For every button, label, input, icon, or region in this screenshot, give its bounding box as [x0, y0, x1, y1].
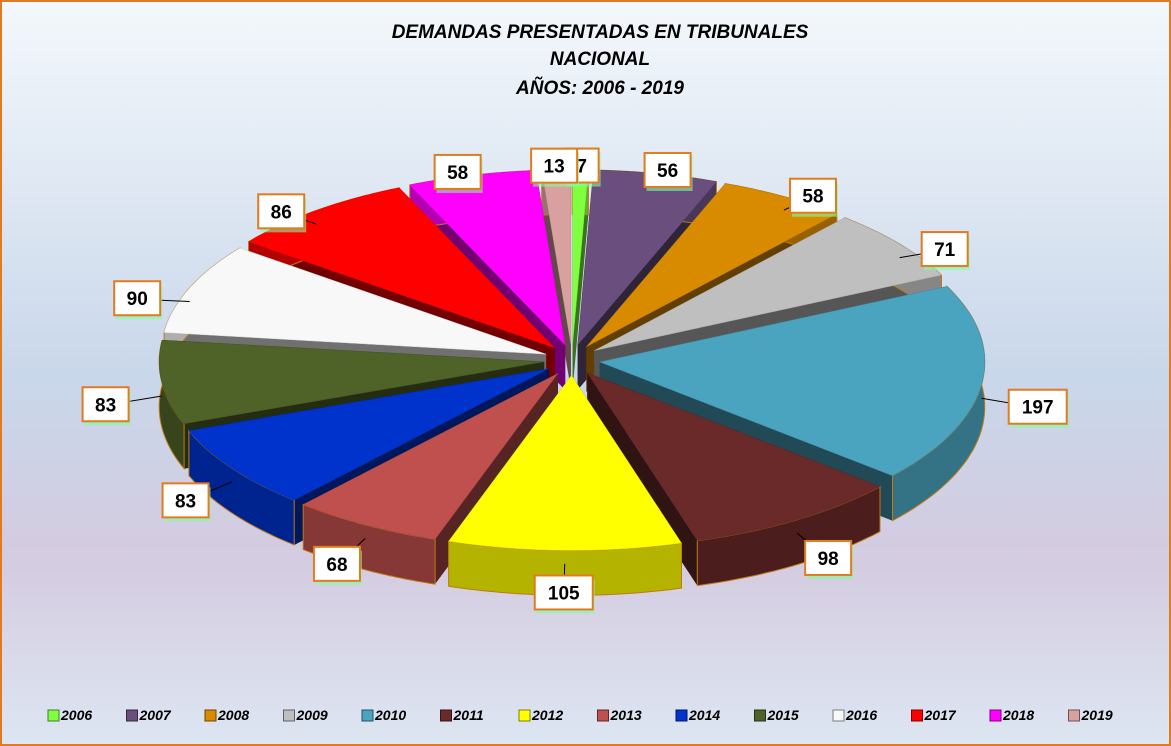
data-label: 197	[1022, 398, 1054, 419]
label-box	[81, 386, 130, 423]
chart-title: NACIONAL	[550, 49, 650, 70]
slice	[586, 372, 881, 541]
data-label: 83	[175, 491, 196, 512]
legend-label: 2018	[1002, 707, 1034, 723]
legend-swatch	[361, 709, 374, 722]
pie	[158, 169, 986, 596]
legend-swatch	[1068, 709, 1080, 722]
data-label: 58	[802, 187, 823, 208]
label-box	[530, 147, 579, 184]
legend-label: 2011	[453, 707, 484, 723]
legend-swatch	[440, 709, 452, 722]
legend-label: 2019	[1081, 707, 1113, 723]
label-box	[113, 280, 162, 317]
legend-swatch	[204, 709, 217, 722]
legend-swatch	[675, 709, 688, 722]
data-label: 13	[544, 157, 565, 178]
label-box	[161, 482, 210, 519]
data-label: 58	[447, 163, 468, 184]
legend-label: 2014	[688, 707, 720, 723]
legend-swatch	[989, 709, 1002, 722]
label-box	[533, 574, 594, 611]
legend-label: 2010	[374, 707, 406, 723]
label-box	[312, 545, 361, 582]
label-box	[643, 151, 692, 188]
legend-label: 2015	[767, 707, 799, 723]
legend-label: 2008	[217, 707, 249, 723]
legend-label: 2016	[845, 707, 877, 723]
legend-swatch	[597, 709, 609, 722]
slice-side	[572, 169, 589, 390]
legend-swatch	[47, 709, 60, 722]
label-box	[788, 177, 837, 214]
legend-swatch	[518, 709, 531, 722]
label-box	[433, 153, 482, 190]
slice	[302, 373, 559, 540]
legend-label: 2012	[531, 707, 563, 723]
legend-label: 2009	[296, 707, 328, 723]
slice	[598, 286, 985, 476]
chart-title: DEMANDAS PRESENTADAS EN TRIBUNALES	[392, 22, 809, 43]
data-label: 68	[326, 555, 347, 576]
data-label: 71	[934, 240, 956, 261]
slice	[158, 339, 545, 424]
legend-swatch	[283, 709, 295, 722]
label-box	[257, 193, 306, 230]
slice	[163, 247, 547, 355]
legend-label: 2006	[60, 707, 92, 723]
legend-swatch	[911, 709, 923, 722]
data-label: 7	[576, 157, 587, 178]
slice	[188, 368, 550, 501]
legend-swatch	[754, 709, 766, 722]
label-box	[804, 539, 853, 576]
chart-title: AÑOS: 2006 - 2019	[515, 77, 684, 99]
legend-label: 2007	[139, 707, 172, 723]
label-box	[1007, 388, 1068, 425]
data-label: 105	[548, 583, 580, 604]
legend-swatch	[832, 709, 845, 722]
data-label: 90	[127, 289, 148, 310]
legend-swatch	[126, 709, 138, 722]
label-box	[920, 231, 969, 268]
slice	[448, 374, 682, 551]
data-label: 86	[271, 202, 292, 223]
legend-label: 2013	[610, 707, 642, 723]
data-label: 56	[657, 161, 678, 182]
data-label: 98	[818, 549, 839, 570]
legend-label: 2017	[924, 707, 957, 723]
data-label: 83	[95, 395, 116, 416]
